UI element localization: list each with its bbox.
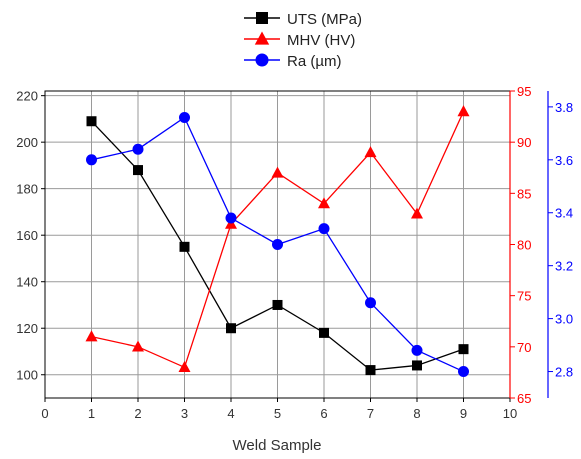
right-tick-label: 3.0 <box>555 312 573 327</box>
data-point-circle <box>365 297 376 309</box>
x-tick-label: 3 <box>181 406 188 421</box>
data-point-triangle <box>178 361 191 373</box>
legend-label: Ra (µm) <box>287 53 341 70</box>
data-point-triangle <box>457 105 470 117</box>
data-point-square <box>458 344 469 355</box>
data-point-circle <box>179 111 190 123</box>
data-point-square <box>256 12 268 24</box>
x-tick-label: 2 <box>134 406 141 421</box>
right-y-axis-ra: 2.8 3.0 3.2 3.4 3.6 3.8 <box>547 91 573 398</box>
left-tick-label: 200 <box>16 135 38 150</box>
data-point-circle <box>318 223 330 235</box>
data-point-triangle <box>364 146 377 158</box>
data-point-square <box>272 299 283 310</box>
x-tick-label: 6 <box>320 406 327 421</box>
data-point-circle <box>132 143 144 155</box>
data-point-circle <box>86 154 97 166</box>
data-point-triangle <box>132 340 144 352</box>
x-tick-label: 1 <box>88 406 95 421</box>
legend: UTS (MPa) MHV (HV) Ra (µm) <box>244 11 362 70</box>
legend-label: UTS (MPa) <box>287 11 362 28</box>
right-tick-label: 3.4 <box>555 206 573 221</box>
data-point-triangle <box>318 197 330 209</box>
series-layer <box>85 105 470 378</box>
left-tick-label: 220 <box>16 89 38 104</box>
x-axis: 0 1 2 3 4 5 6 7 8 9 10 <box>41 398 517 421</box>
x-tick-label: 7 <box>367 406 374 421</box>
left-tick-label: 180 <box>16 182 38 197</box>
left-y-axis: 100 120 140 160 180 200 220 <box>16 89 45 383</box>
data-point-square <box>133 165 143 176</box>
legend-label: MHV (HV) <box>287 32 355 49</box>
series-3 <box>86 111 469 378</box>
right-y-axis-mhv: 65 70 75 80 85 90 95 <box>509 84 531 406</box>
x-axis-label: Weld Sample <box>233 437 322 454</box>
x-tick-label: 9 <box>460 406 467 421</box>
right-tick-label: 80 <box>517 238 531 253</box>
series-2 <box>85 105 470 373</box>
right-tick-label: 85 <box>517 186 531 201</box>
data-point-triangle <box>85 330 98 342</box>
left-tick-label: 120 <box>16 321 38 336</box>
data-point-circle <box>272 239 283 250</box>
data-point-square <box>86 116 97 127</box>
x-tick-label: 4 <box>227 406 234 421</box>
data-point-square <box>226 323 236 334</box>
x-tick-label: 10 <box>503 406 517 421</box>
right-tick-label: 2.8 <box>555 365 573 380</box>
right-tick-label: 3.6 <box>555 153 573 168</box>
data-point-circle <box>458 366 469 378</box>
left-tick-label: 100 <box>16 368 38 383</box>
data-point-square <box>412 360 422 371</box>
data-point-triangle <box>271 166 284 178</box>
right-tick-label: 95 <box>517 84 531 99</box>
data-point-circle <box>411 344 423 356</box>
right-tick-label: 90 <box>517 135 531 150</box>
data-point-triangle <box>411 207 423 219</box>
x-tick-label: 0 <box>41 406 48 421</box>
data-point-square <box>319 327 329 338</box>
x-tick-label: 8 <box>413 406 420 421</box>
right-tick-label: 70 <box>517 340 531 355</box>
left-tick-label: 160 <box>16 228 38 243</box>
left-tick-label: 140 <box>16 275 38 290</box>
right-tick-label: 3.8 <box>555 100 573 115</box>
right-tick-label: 75 <box>517 289 531 304</box>
right-tick-label: 65 <box>517 391 531 406</box>
data-point-square <box>365 365 376 376</box>
x-tick-label: 5 <box>274 406 281 421</box>
data-point-triangle <box>254 31 270 45</box>
data-point-circle <box>225 212 237 224</box>
data-point-square <box>179 241 190 252</box>
data-point-circle <box>255 53 269 67</box>
right-tick-label: 3.2 <box>555 259 573 274</box>
series-1 <box>86 116 469 376</box>
